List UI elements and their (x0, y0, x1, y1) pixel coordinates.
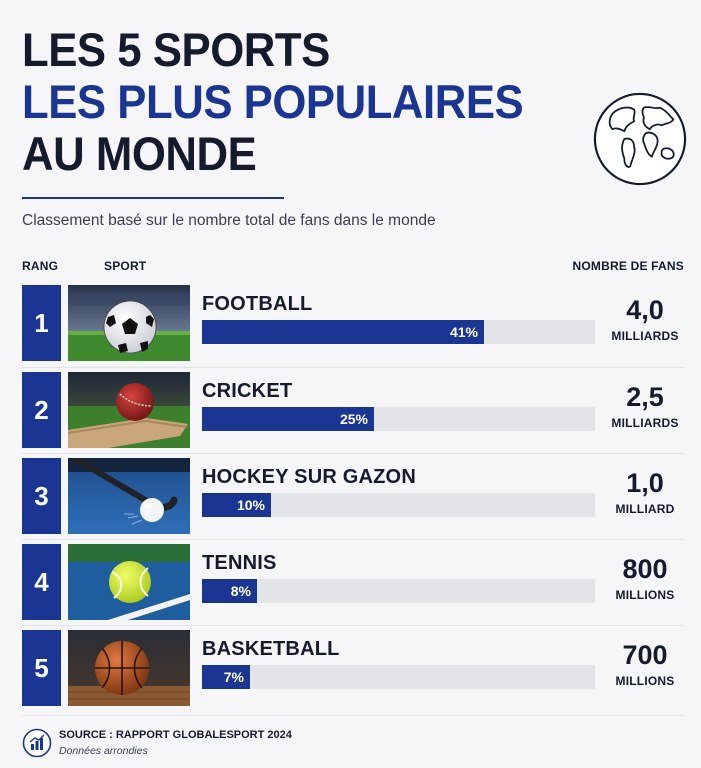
bar-value-label: 7% (223, 669, 244, 685)
source-note: Données arrondies (59, 745, 148, 757)
bar-track: 41% (202, 320, 595, 344)
bar-value-label: 25% (339, 411, 368, 427)
bar-track: 25% (202, 407, 595, 431)
bar-fill: 41% (202, 320, 484, 344)
ranking-row: 4 TENNIS 8% 800 MILLIONS (0, 544, 701, 620)
ranking-row: 1 FOOTBALL 41% (0, 285, 701, 361)
basketball-icon (68, 630, 190, 706)
sport-name: HOCKEY SUR GAZON (202, 466, 416, 488)
source-text: SOURCE : RAPPORT GLOBALESPORT 2024 (59, 729, 292, 741)
rank-badge: 5 (22, 630, 61, 706)
bar-fill: 7% (202, 665, 250, 689)
title-line-3: AU MONDE (22, 127, 257, 180)
chart-subtitle: Classement basé sur le nombre total de f… (22, 212, 436, 229)
fans-unit: MILLIONS (615, 588, 675, 602)
hockey-stick-icon (68, 458, 190, 534)
rank-badge: 1 (22, 285, 61, 361)
fans-value: 4,0 (626, 295, 664, 325)
title-underline (22, 197, 284, 199)
sport-name: FOOTBALL (202, 293, 313, 315)
bar-value-label: 41% (449, 324, 478, 340)
chart-source-icon (22, 728, 52, 758)
column-header-rank: RANG (22, 259, 59, 273)
row-divider (22, 625, 684, 626)
row-divider (22, 367, 684, 368)
bar-fill: 10% (202, 493, 271, 517)
cricket-ball-icon (68, 372, 190, 448)
fans-count: 2,5 MILLIARDS (598, 382, 692, 430)
fans-value: 1,0 (626, 468, 664, 498)
rank-badge: 2 (22, 372, 61, 448)
fans-value: 700 (622, 640, 668, 670)
bar-fill: 8% (202, 579, 257, 603)
rank-badge: 4 (22, 544, 61, 620)
bar-value-label: 10% (236, 497, 265, 513)
ranking-row: 3 HOCKEY SUR GAZON 10% 1,0 MILLIARD (0, 458, 701, 534)
sport-name: BASKETBALL (202, 638, 340, 660)
sport-name: CRICKET (202, 380, 293, 402)
column-header-sport: SPORT (104, 259, 147, 273)
chart-title: LES 5 SPORTS LES PLUS POPULAIRES AU MOND… (22, 24, 561, 180)
bar-track: 7% (202, 665, 595, 689)
row-divider (22, 539, 684, 540)
ranking-row: 2 CRICKET 25% 2,5 MILLIARDS (0, 372, 701, 448)
tennis-ball-icon (68, 544, 190, 620)
bar-track: 10% (202, 493, 595, 517)
fans-unit: MILLIONS (615, 674, 675, 688)
fans-count: 800 MILLIONS (598, 554, 692, 602)
title-line-2: LES PLUS POPULAIRES (22, 75, 524, 128)
sport-name: TENNIS (202, 552, 277, 574)
fans-value: 800 (622, 554, 668, 584)
globe-icon (593, 92, 687, 186)
fans-unit: MILLIARDS (611, 329, 679, 343)
ranking-row: 5 BASKETBALL 7% 70 (0, 630, 701, 706)
fans-count: 4,0 MILLIARDS (598, 295, 692, 343)
footer-divider (22, 715, 684, 716)
soccer-ball-icon (68, 285, 190, 361)
row-divider (22, 453, 684, 454)
fans-count: 700 MILLIONS (598, 640, 692, 688)
bar-value-label: 8% (230, 583, 251, 599)
bar-fill: 25% (202, 407, 374, 431)
column-header-fans: NOMBRE DE FANS (572, 259, 684, 273)
fans-count: 1,0 MILLIARD (598, 468, 692, 516)
rank-badge: 3 (22, 458, 61, 534)
title-line-1: LES 5 SPORTS (22, 23, 330, 76)
fans-unit: MILLIARDS (611, 416, 679, 430)
fans-value: 2,5 (626, 382, 664, 412)
fans-unit: MILLIARD (615, 502, 675, 516)
bar-track: 8% (202, 579, 595, 603)
